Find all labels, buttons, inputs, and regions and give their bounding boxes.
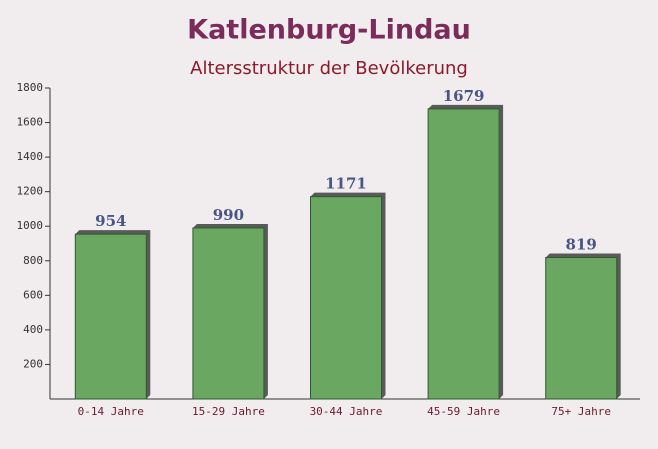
value-label: 1679 xyxy=(443,87,485,105)
chart-subtitle: Altersstruktur der Bevölkerung xyxy=(190,58,468,79)
value-label: 1171 xyxy=(325,175,367,193)
bar xyxy=(427,108,500,400)
value-label: 819 xyxy=(566,235,597,253)
y-tick-label: 800 xyxy=(23,254,43,267)
y-tick-label: 400 xyxy=(23,323,43,336)
y-tick-label: 1800 xyxy=(17,81,44,94)
bar xyxy=(310,196,382,400)
y-tick-label: 1000 xyxy=(17,219,44,232)
bar xyxy=(74,233,147,400)
value-label: 990 xyxy=(213,206,244,224)
x-tick-label: 75+ Jahre xyxy=(551,405,611,418)
y-tick-label: 600 xyxy=(23,288,43,301)
y-tick-label: 200 xyxy=(23,357,43,370)
bar xyxy=(192,227,265,400)
x-tick-label: 30-44 Jahre xyxy=(310,405,383,418)
value-label: 954 xyxy=(95,212,126,230)
x-tick-label: 0-14 Jahre xyxy=(78,405,144,418)
y-tick-label: 1600 xyxy=(17,116,44,129)
x-tick-label: 45-59 Jahre xyxy=(427,405,500,418)
chart-title: Katlenburg-Lindau xyxy=(187,15,471,46)
bar xyxy=(545,256,618,400)
x-tick-label: 15-29 Jahre xyxy=(192,405,265,418)
y-tick-label: 1200 xyxy=(17,185,44,198)
y-tick-label: 1400 xyxy=(17,150,44,163)
